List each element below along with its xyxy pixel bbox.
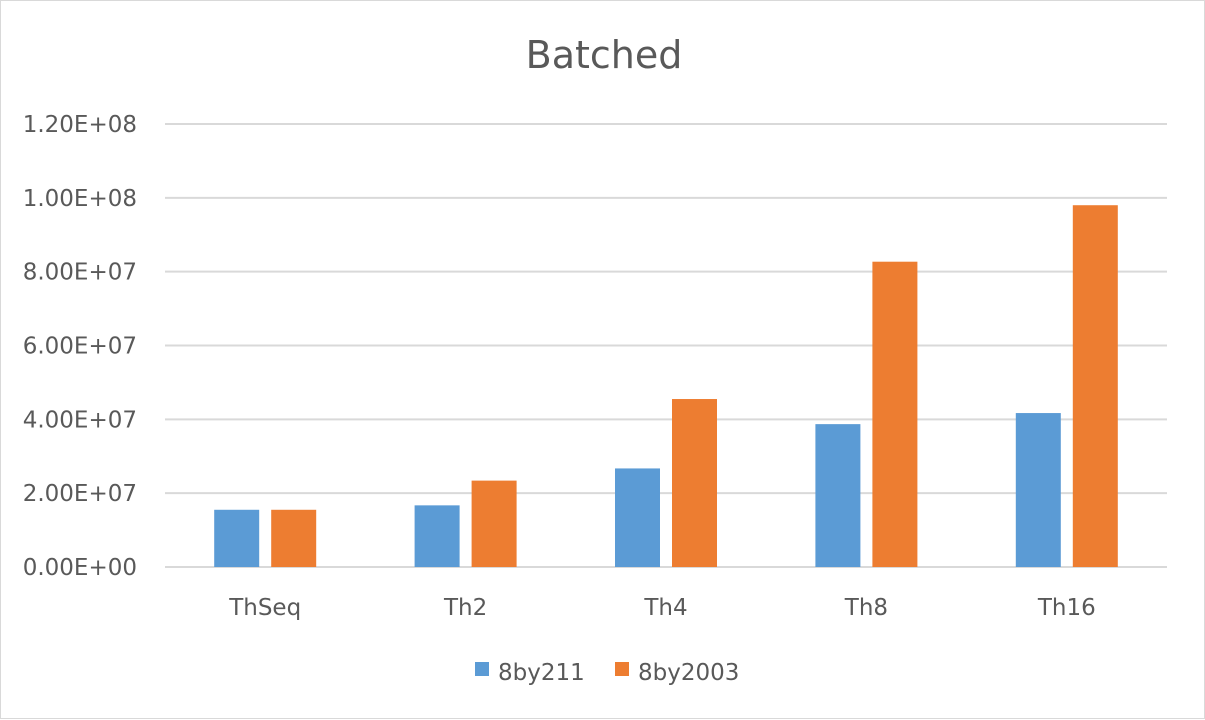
bar-8by2003-Th16 <box>1072 205 1118 567</box>
gridlines <box>165 123 1167 568</box>
bar-8by211-Th8 <box>815 424 861 567</box>
bars <box>214 205 1118 567</box>
x-tick-label: Th16 <box>1037 595 1096 621</box>
x-axis-tick-labels: ThSeq Th2 Th4 Th8 Th16 <box>228 595 1096 621</box>
legend: 8by211 8by2003 <box>475 660 739 686</box>
bar-8by211-Th16 <box>1015 413 1061 567</box>
x-tick-label: Th2 <box>443 595 487 621</box>
legend-swatch <box>475 662 489 676</box>
legend-label: 8by211 <box>498 660 585 686</box>
bar-8by2003-Th4 <box>672 399 717 567</box>
bar-8by211-Th4 <box>615 468 660 567</box>
y-tick-label: 1.20E+08 <box>23 112 137 138</box>
bar-8by2003-Th2 <box>471 480 517 567</box>
x-tick-label: ThSeq <box>228 595 301 621</box>
legend-swatch <box>615 662 629 676</box>
bar-8by2003-ThSeq <box>271 509 317 567</box>
legend-label: 8by2003 <box>638 660 739 686</box>
bar-8by2003-Th8 <box>872 261 918 567</box>
y-axis-tick-labels: 0.00E+00 2.00E+07 4.00E+07 6.00E+07 8.00E+07… <box>23 112 137 581</box>
y-tick-label: 2.00E+07 <box>23 481 137 507</box>
y-tick-label: 4.00E+07 <box>23 407 137 433</box>
y-tick-label: 1.00E+08 <box>23 186 137 212</box>
x-tick-label: Th8 <box>844 595 888 621</box>
y-tick-label: 6.00E+07 <box>23 334 137 360</box>
chart-title: Batched <box>526 33 683 77</box>
x-tick-label: Th4 <box>643 595 687 621</box>
bar-8by211-ThSeq <box>214 509 260 567</box>
y-tick-label: 8.00E+07 <box>23 260 137 286</box>
bar-8by211-Th2 <box>414 505 460 567</box>
y-tick-label: 0.00E+00 <box>23 555 137 581</box>
